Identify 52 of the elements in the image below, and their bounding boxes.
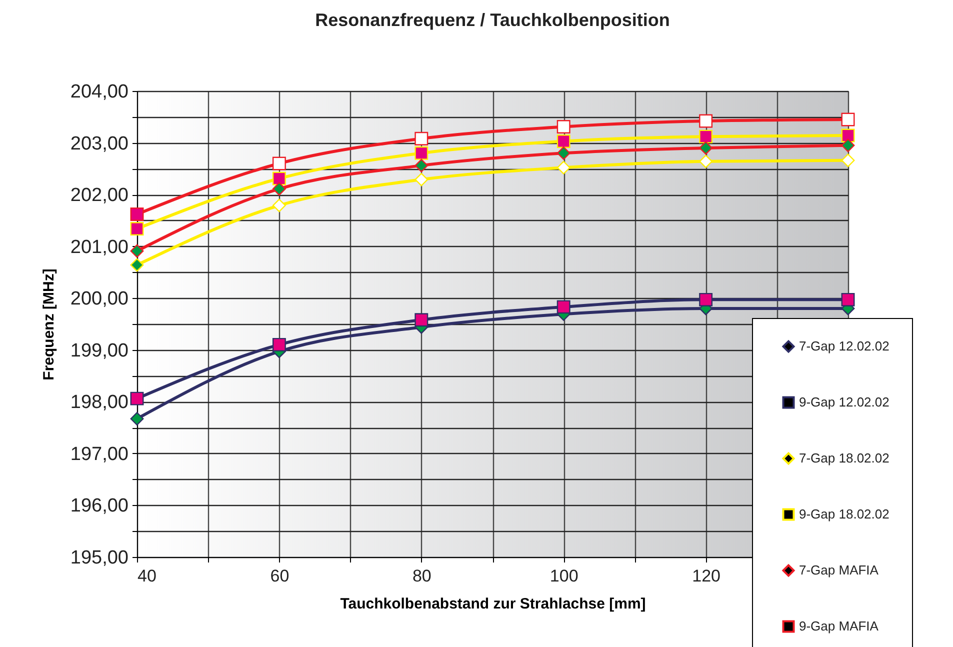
point xyxy=(272,182,286,196)
y-axis-title: Frequenz [MHz] xyxy=(40,268,58,380)
point xyxy=(130,244,144,258)
y-tick-label: 196,00 xyxy=(70,496,128,517)
legend-label: 7-Gap 18.02.02 xyxy=(799,450,890,466)
point xyxy=(841,112,855,126)
point xyxy=(130,222,144,236)
point xyxy=(130,392,144,406)
legend-label: 9-Gap 18.02.02 xyxy=(799,506,890,522)
point xyxy=(841,138,855,152)
point xyxy=(272,198,286,212)
point xyxy=(699,292,713,306)
legend-label: 9-Gap MAFIA xyxy=(799,618,879,634)
point xyxy=(699,141,713,155)
legend-label: 7-Gap MAFIA xyxy=(799,562,879,578)
point xyxy=(556,160,570,174)
y-tick-label: 200,00 xyxy=(70,288,128,310)
y-tick-label: 198,00 xyxy=(70,392,128,414)
legend-label: 9-Gap 12.02.02 xyxy=(799,394,890,410)
x-tick-label: 120 xyxy=(692,566,720,586)
point xyxy=(556,134,570,148)
x-tick-label: 100 xyxy=(550,566,578,586)
y-tick-label: 203,00 xyxy=(70,133,128,154)
point xyxy=(272,156,286,170)
y-tick-label: 195,00 xyxy=(70,548,128,568)
point xyxy=(414,132,428,146)
x-tick-label: 60 xyxy=(270,566,290,586)
point xyxy=(414,172,428,186)
point xyxy=(272,172,286,186)
point xyxy=(841,292,855,306)
y-tick-label: 202,00 xyxy=(70,185,128,206)
y-tick-label: 201,00 xyxy=(70,236,128,258)
chart-title: Resonanzfrequenz / Tauchkolbenposition xyxy=(315,10,670,30)
point xyxy=(699,154,713,168)
point xyxy=(556,300,570,314)
point xyxy=(130,412,144,426)
y-tick-label: 199,00 xyxy=(70,340,128,362)
x-tick-label: 80 xyxy=(412,566,432,586)
point xyxy=(556,120,570,134)
point xyxy=(414,158,428,172)
x-tick-label: 40 xyxy=(138,566,156,586)
point xyxy=(414,313,428,327)
y-tick-label: 204,00 xyxy=(70,82,128,102)
legend-label: 7-Gap 12.02.02 xyxy=(799,338,890,354)
point xyxy=(556,146,570,160)
point xyxy=(699,130,713,144)
point xyxy=(414,146,428,160)
point xyxy=(272,338,286,352)
x-axis-title: Tauchkolbenabstand zur Strahlachse [mm] xyxy=(340,596,646,612)
point xyxy=(699,114,713,128)
point xyxy=(841,154,855,168)
y-tick-label: 197,00 xyxy=(70,444,128,465)
